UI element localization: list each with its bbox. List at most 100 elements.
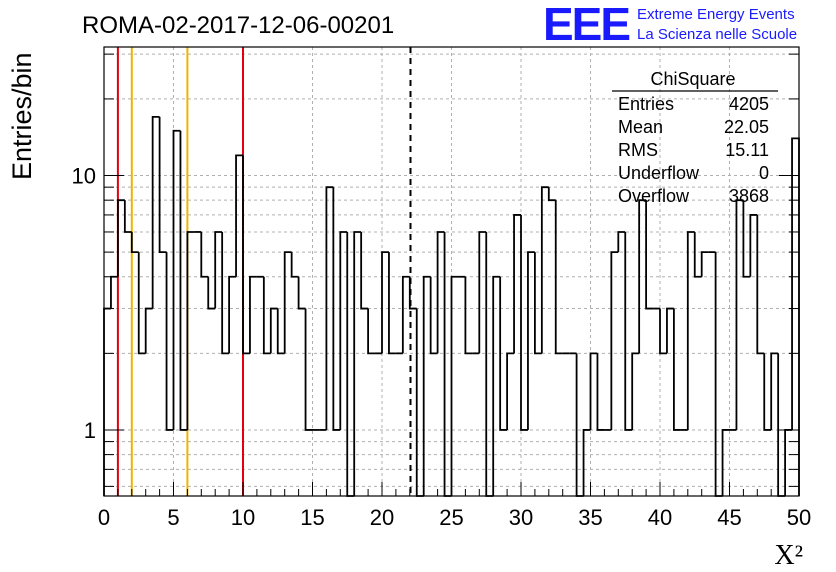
histogram-bin	[144, 307, 153, 354]
logo-line-2: La Scienza nelle Scuole	[637, 26, 797, 43]
histogram-bin	[401, 275, 410, 354]
x-tick-label: 45	[717, 505, 741, 530]
histogram-bin	[235, 154, 243, 277]
histogram-bin	[207, 276, 216, 310]
histogram-bin	[443, 231, 452, 497]
histogram-bin	[742, 200, 751, 278]
histogram-bin	[673, 308, 681, 431]
histogram-bin	[492, 275, 501, 496]
stats-value-mean: 22.05	[724, 117, 769, 137]
reference-lines	[116, 47, 412, 496]
histogram-bin	[200, 231, 209, 278]
histogram-bin	[214, 231, 223, 309]
histogram-bin	[304, 308, 313, 431]
histogram-bin	[686, 231, 695, 430]
histogram-bin	[659, 308, 667, 355]
x-tick-label: 5	[167, 505, 179, 530]
histogram-bin	[589, 352, 598, 430]
histogram-bin	[534, 252, 542, 355]
histogram-bin	[575, 353, 584, 497]
logo-line-1: Extreme Energy Events	[637, 6, 795, 23]
stats-label-overflow: Overflow	[618, 186, 690, 206]
x-axis-label: X²	[774, 540, 803, 571]
histogram-bin	[763, 353, 772, 431]
histogram-bin	[151, 115, 160, 309]
histogram-bin	[499, 276, 508, 431]
histogram-bin	[527, 251, 535, 430]
histogram-bin	[422, 275, 431, 496]
stats-value-rms: 15.11	[725, 140, 769, 160]
histogram-bin	[269, 307, 278, 354]
x-tick-label: 15	[300, 505, 324, 530]
histogram-bin	[485, 231, 494, 497]
histogram-bin	[117, 199, 125, 277]
x-tick-label: 35	[578, 505, 602, 530]
histogram-bin	[749, 214, 758, 277]
histogram-bin	[513, 214, 521, 354]
histogram-bin	[735, 199, 744, 430]
histogram-bin	[791, 137, 800, 496]
x-tick-label: 50	[787, 505, 811, 530]
histogram-bin	[478, 231, 487, 354]
histogram-bin	[123, 200, 132, 233]
histogram-bin	[436, 231, 445, 354]
histogram-bin	[110, 275, 118, 309]
y-tick-label: 10	[72, 164, 96, 189]
histogram-bin	[103, 307, 111, 496]
histogram-bin	[582, 429, 591, 496]
histogram-bin	[700, 251, 709, 277]
histogram-bin	[325, 186, 334, 430]
histogram-bin	[137, 252, 146, 355]
histogram-bin	[540, 186, 549, 354]
stats-box: ChiSquare Entries 4205 Mean 22.05 RMS 15…	[612, 69, 778, 206]
plot-frame	[103, 46, 800, 497]
x-tick-label: 20	[370, 505, 394, 530]
histogram-bin	[714, 252, 723, 497]
histogram-bin	[610, 251, 619, 430]
stats-label-mean: Mean	[618, 117, 663, 137]
histogram-bin	[290, 252, 299, 278]
y-tick-label: 1	[84, 418, 96, 443]
histogram-bin	[367, 308, 376, 355]
histogram-bin	[429, 276, 438, 355]
y-axis-label: Entries/bin	[7, 52, 37, 180]
histogram-bin	[283, 251, 292, 354]
histogram-bin	[415, 308, 424, 497]
histogram-bin	[186, 231, 195, 430]
histogram-bin	[547, 187, 556, 202]
histogram-bin	[130, 231, 139, 254]
histogram-bin	[450, 275, 459, 496]
histogram-bin	[346, 231, 355, 497]
x-tick-label: 0	[98, 505, 110, 530]
stats-label-rms: RMS	[618, 140, 658, 160]
histogram-bin	[596, 353, 605, 431]
eee-logo: EEE Extreme Energy Events La Scienza nel…	[543, 0, 797, 50]
histogram-bin	[520, 214, 528, 431]
histogram-bin	[158, 116, 167, 254]
histogram-bin	[297, 276, 306, 310]
histogram-bin	[381, 251, 389, 354]
histogram-bin	[339, 231, 348, 430]
logo-mark: EEE	[543, 0, 629, 50]
histogram-bin	[276, 308, 285, 355]
histogram-bin	[464, 276, 473, 355]
histogram-bin	[221, 231, 230, 355]
histogram-bin	[249, 275, 257, 354]
histogram-bin	[172, 129, 181, 430]
histogram-bin	[645, 200, 654, 310]
chart-title: ROMA-02-2017-12-06-00201	[82, 12, 394, 39]
histogram-bin	[666, 307, 674, 354]
histogram-bin	[353, 231, 362, 496]
stats-value-overflow: 3868	[729, 186, 769, 206]
histogram-bin	[165, 252, 174, 431]
stats-value-entries: 4205	[729, 94, 769, 114]
x-tick-label: 25	[439, 505, 463, 530]
histogram-bin	[617, 231, 626, 253]
stats-label-underflow: Underflow	[618, 163, 700, 183]
stats-title: ChiSquare	[650, 69, 735, 89]
histogram-bin	[242, 155, 250, 355]
histogram-bin	[624, 231, 633, 431]
x-tick-label: 40	[648, 505, 672, 530]
stats-value-underflow: 0	[759, 163, 769, 183]
